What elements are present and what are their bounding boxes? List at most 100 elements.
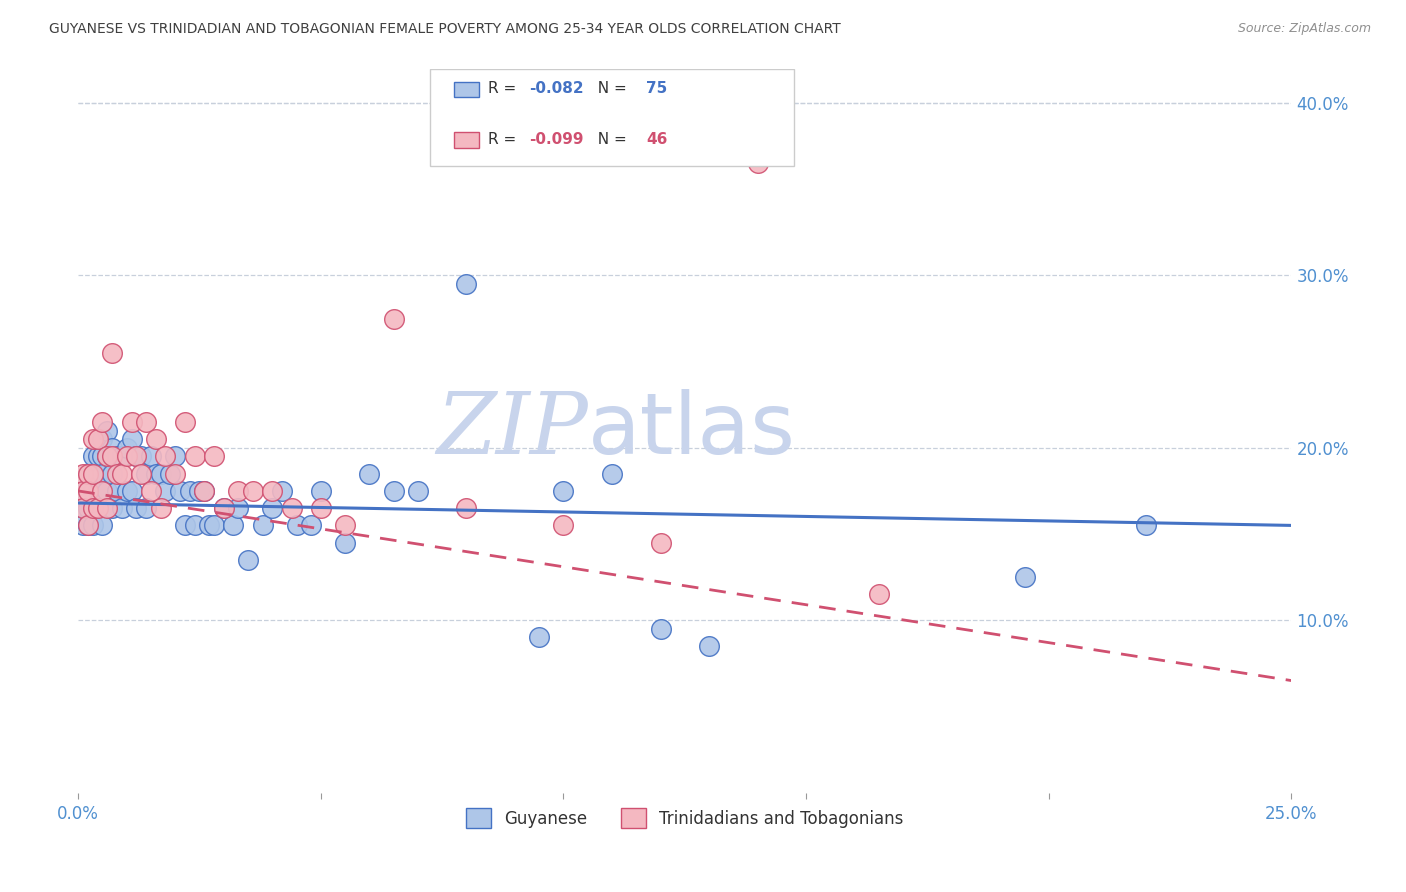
- Point: [111, 501, 134, 516]
- Point: [125, 501, 148, 516]
- Point: [72, 483, 94, 498]
- Point: [333, 535, 356, 549]
- Point: [129, 450, 152, 464]
- Point: [198, 518, 221, 533]
- Point: [271, 483, 294, 498]
- Point: [96, 501, 118, 516]
- Point: [456, 501, 478, 516]
- Point: [115, 483, 138, 498]
- Text: atlas: atlas: [588, 389, 796, 472]
- Point: [145, 432, 167, 446]
- Point: [82, 501, 104, 516]
- Point: [96, 424, 118, 438]
- Point: [86, 450, 108, 464]
- Point: [139, 483, 162, 498]
- Point: [183, 450, 205, 464]
- Point: [527, 631, 550, 645]
- Point: [222, 518, 245, 533]
- Point: [553, 483, 575, 498]
- Point: [125, 450, 148, 464]
- Point: [96, 450, 118, 464]
- Point: [111, 467, 134, 481]
- Point: [91, 518, 114, 533]
- Point: [139, 450, 162, 464]
- Point: [72, 501, 94, 516]
- Point: [91, 450, 114, 464]
- Point: [101, 467, 124, 481]
- Point: [242, 483, 264, 498]
- Point: [91, 483, 114, 498]
- Point: [309, 483, 332, 498]
- Point: [121, 483, 143, 498]
- Point: [86, 501, 108, 516]
- Point: [82, 450, 104, 464]
- Point: [105, 450, 128, 464]
- Point: [280, 501, 302, 516]
- Point: [299, 518, 322, 533]
- Point: [76, 518, 98, 533]
- Point: [165, 467, 187, 481]
- Point: [91, 432, 114, 446]
- Point: [262, 483, 284, 498]
- Point: [121, 432, 143, 446]
- Point: [96, 450, 118, 464]
- Point: [101, 450, 124, 464]
- Point: [76, 467, 98, 481]
- Point: [262, 501, 284, 516]
- Point: [456, 277, 478, 291]
- Point: [553, 518, 575, 533]
- Point: [105, 483, 128, 498]
- Point: [82, 518, 104, 533]
- Point: [226, 483, 249, 498]
- FancyBboxPatch shape: [430, 69, 794, 166]
- Point: [101, 441, 124, 455]
- Point: [82, 483, 104, 498]
- Point: [86, 432, 108, 446]
- Point: [82, 467, 104, 481]
- Legend: Guyanese, Trinidadians and Tobagonians: Guyanese, Trinidadians and Tobagonians: [460, 801, 910, 835]
- Point: [382, 483, 405, 498]
- Point: [202, 450, 225, 464]
- Point: [76, 518, 98, 533]
- Point: [193, 483, 215, 498]
- Point: [82, 501, 104, 516]
- Point: [179, 483, 201, 498]
- Point: [747, 156, 769, 170]
- Point: [72, 501, 94, 516]
- Point: [1014, 570, 1036, 584]
- Text: N =: N =: [588, 81, 631, 96]
- Text: R =: R =: [488, 81, 522, 96]
- Text: N =: N =: [588, 132, 631, 147]
- Point: [382, 311, 405, 326]
- Text: Source: ZipAtlas.com: Source: ZipAtlas.com: [1237, 22, 1371, 36]
- Point: [285, 518, 308, 533]
- Point: [212, 501, 235, 516]
- Point: [868, 587, 890, 601]
- Text: 75: 75: [645, 81, 668, 96]
- Point: [650, 535, 672, 549]
- Text: ZIP: ZIP: [436, 389, 588, 472]
- Point: [309, 501, 332, 516]
- Point: [129, 467, 152, 481]
- Point: [165, 450, 187, 464]
- Point: [212, 501, 235, 516]
- Bar: [454, 81, 478, 97]
- Point: [101, 501, 124, 516]
- Point: [105, 467, 128, 481]
- Point: [135, 467, 157, 481]
- Text: 46: 46: [645, 132, 668, 147]
- Bar: [454, 132, 478, 148]
- Point: [155, 450, 177, 464]
- Point: [125, 450, 148, 464]
- Point: [333, 518, 356, 533]
- Point: [86, 483, 108, 498]
- Point: [406, 483, 429, 498]
- Point: [86, 501, 108, 516]
- Point: [600, 467, 623, 481]
- Text: -0.099: -0.099: [530, 132, 583, 147]
- Point: [159, 467, 181, 481]
- Point: [193, 483, 215, 498]
- Point: [149, 501, 172, 516]
- Point: [91, 415, 114, 429]
- Point: [252, 518, 274, 533]
